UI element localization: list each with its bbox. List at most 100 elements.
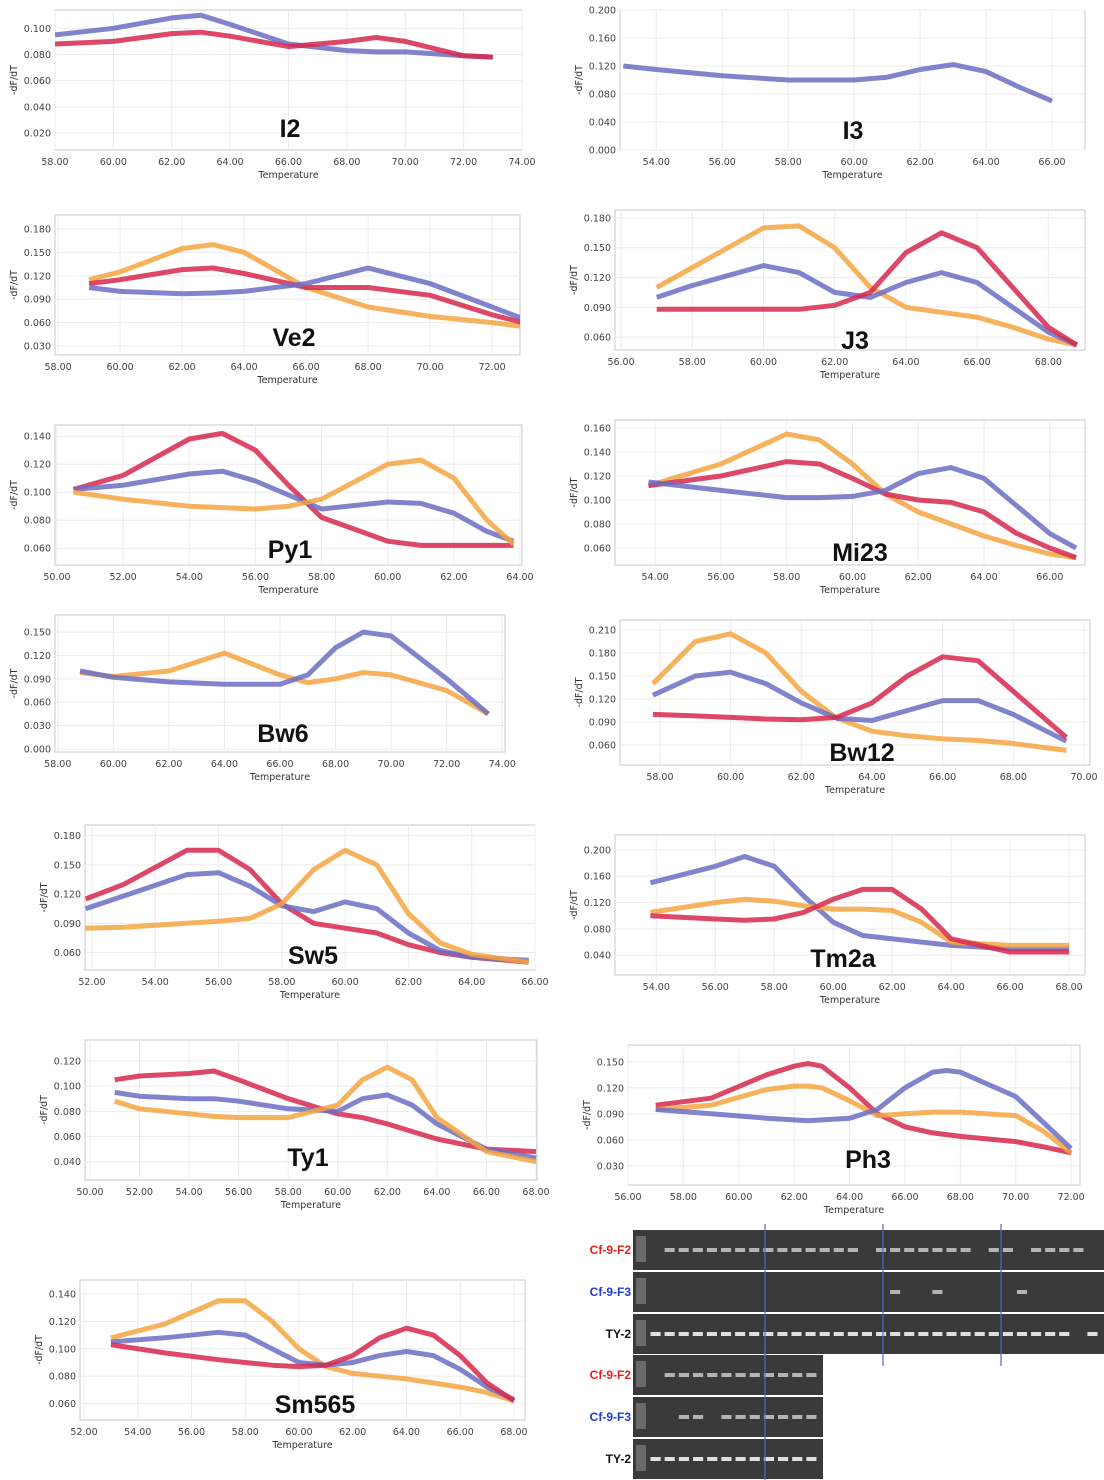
y-tick-label: 0.120 [24, 271, 51, 282]
gel-band [805, 1332, 816, 1336]
x-tick-label: 56.00 [205, 977, 232, 988]
x-tick-label: 62.00 [395, 977, 422, 988]
x-tick-label: 66.00 [521, 977, 548, 988]
y-tick-label: 0.060 [49, 1399, 76, 1410]
x-tick-label: 56.00 [178, 1427, 205, 1438]
y-tick-label: 0.030 [24, 721, 51, 732]
y-axis-title: -dF/dT [582, 1100, 593, 1130]
gel-band [805, 1248, 816, 1252]
y-tick-label: 0.140 [24, 432, 51, 443]
melt-curve [649, 854, 1070, 952]
x-tick-label: 68.00 [1055, 982, 1082, 993]
y-tick-label: 0.090 [589, 718, 616, 729]
y-tick-label: 0.120 [24, 460, 51, 471]
melt-curve [652, 654, 1068, 740]
y-tick-label: 0.120 [589, 695, 616, 706]
y-tick-label: 0.100 [49, 1344, 76, 1355]
y-tick-label: 0.120 [54, 1056, 81, 1067]
y-tick-label: 0.150 [24, 628, 51, 639]
chart-title: Sm565 [275, 1391, 356, 1419]
gel-band [1087, 1332, 1098, 1336]
y-tick-label: 0.080 [24, 516, 51, 527]
gel-band [1031, 1332, 1042, 1336]
x-tick-label: 66.00 [275, 157, 302, 168]
x-tick-label: 74.00 [508, 157, 535, 168]
y-tick-label: 0.180 [589, 648, 616, 659]
x-tick-label: 68.00 [333, 157, 360, 168]
y-tick-label: 0.040 [24, 102, 51, 113]
x-tick-label: 62.00 [907, 157, 934, 168]
melt-curve [114, 1068, 537, 1155]
gel-band [678, 1373, 689, 1377]
x-tick-label: 64.00 [423, 1187, 450, 1198]
y-axis-title: -dF/dT [9, 65, 20, 95]
gel-band [806, 1415, 817, 1419]
y-tick-label: 0.120 [584, 472, 611, 483]
gel-band [1002, 1248, 1013, 1252]
gel-band [876, 1248, 887, 1252]
x-tick-label: 66.00 [929, 772, 956, 783]
y-tick-label: 0.060 [54, 948, 81, 959]
chart-title: Ph3 [845, 1146, 891, 1174]
melt-curve [655, 263, 1078, 348]
x-tick-label: 52.00 [110, 572, 137, 583]
x-tick-label: 58.00 [268, 977, 295, 988]
x-tick-label: 64.00 [938, 982, 965, 993]
x-tick-label: 62.00 [781, 1192, 808, 1203]
x-tick-label: 64.00 [211, 759, 238, 770]
melt-curve [88, 265, 520, 321]
chart-title: Bw6 [257, 720, 308, 748]
chart-title: Sw5 [288, 942, 338, 970]
x-tick-label: 68.00 [522, 1187, 549, 1198]
x-tick-label: 58.00 [44, 759, 71, 770]
x-tick-label: 62.00 [440, 572, 467, 583]
x-axis-title: Temperature [257, 585, 318, 596]
x-axis-title: Temperature [271, 1440, 332, 1451]
gel-band [721, 1415, 732, 1419]
gel-band [960, 1332, 971, 1336]
y-tick-label: 0.090 [584, 303, 611, 314]
y-tick-label: 0.140 [584, 448, 611, 459]
x-tick-label: 66.00 [891, 1192, 918, 1203]
gel-band [721, 1373, 732, 1377]
x-axis-title: Temperature [279, 990, 340, 1001]
x-tick-label: 58.00 [775, 157, 802, 168]
series-group [79, 629, 490, 717]
x-tick-label: 70.00 [416, 362, 443, 373]
chart-panel: 0.060 0.090 0.120 0.150 0.180 52.00 54.00 56.00… [39, 824, 549, 1001]
x-tick-label: 74.00 [489, 759, 516, 770]
gel-band [749, 1373, 760, 1377]
y-tick-label: 0.150 [589, 672, 616, 683]
x-tick-label: 72.00 [478, 362, 505, 373]
x-tick-label: 66.00 [1036, 572, 1063, 583]
melt-curve [110, 1298, 515, 1404]
x-tick-label: 50.00 [76, 1187, 103, 1198]
x-tick-label: 66.00 [964, 357, 991, 368]
y-tick-label: 0.100 [584, 495, 611, 506]
gel-band [763, 1248, 774, 1252]
melt-curve [79, 629, 490, 716]
gel-band [664, 1248, 675, 1252]
x-axis-title: Temperature [257, 170, 318, 181]
melt-curve [648, 465, 1078, 551]
gel-band [650, 1457, 661, 1461]
y-axis-title: -dF/dT [9, 270, 20, 300]
x-tick-label: 60.00 [332, 977, 359, 988]
y-tick-label: 0.060 [24, 698, 51, 709]
x-tick-label: 68.00 [947, 1192, 974, 1203]
gel-band [792, 1373, 803, 1377]
x-tick-label: 56.00 [702, 982, 729, 993]
x-tick-label: 68.00 [322, 759, 349, 770]
melt-curve [110, 1329, 516, 1402]
gel-row-label: Cf-9-F3 [590, 1410, 632, 1424]
melt-curve [73, 457, 516, 546]
chart-title: I3 [843, 117, 864, 145]
y-tick-label: 0.040 [589, 118, 616, 129]
x-tick-label: 68.00 [354, 362, 381, 373]
chart-panel: 0.030 0.060 0.090 0.120 0.150 56.00 58.00 60.00… [582, 1044, 1085, 1216]
chart-title: Ve2 [272, 324, 315, 352]
melt-curve [88, 265, 520, 325]
x-tick-label: 66.00 [292, 362, 319, 373]
series-group [110, 1298, 516, 1404]
